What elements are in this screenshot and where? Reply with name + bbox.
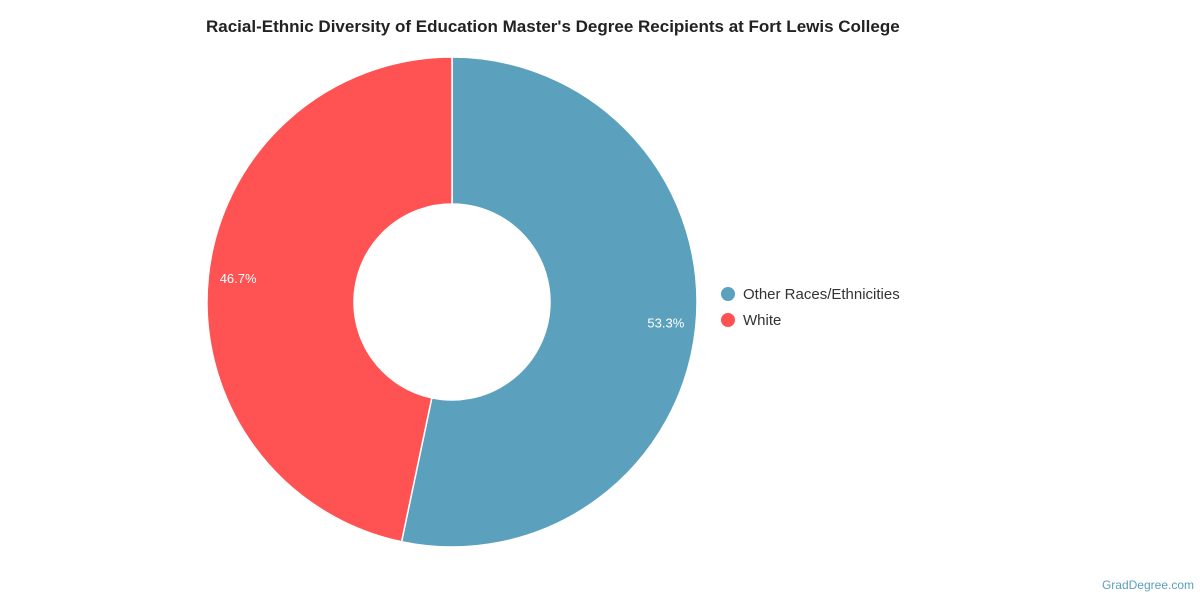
source-credit[interactable]: GradDegree.com: [1101, 578, 1194, 592]
slice-label-other-races-ethnicities: 53.3%: [647, 316, 684, 331]
slice-label-white: 46.7%: [220, 271, 257, 286]
slice-other-races-ethnicities[interactable]: [400, 56, 698, 548]
slices-group: [206, 56, 698, 548]
legend-item-white[interactable]: White: [721, 307, 900, 333]
legend-label-white: White: [743, 311, 782, 329]
legend-swatch-white: [721, 313, 735, 327]
slice-labels-group: 53.3% 46.7%: [220, 271, 685, 330]
legend-item-other-races[interactable]: Other Races/Ethnicities: [721, 281, 900, 307]
legend: Other Races/Ethnicities White: [721, 281, 900, 333]
slice-white[interactable]: [206, 56, 453, 543]
legend-swatch-other-races: [721, 287, 735, 301]
legend-label-other-races: Other Races/Ethnicities: [743, 285, 900, 303]
chart-title: Racial-Ethnic Diversity of Education Mas…: [206, 17, 900, 36]
